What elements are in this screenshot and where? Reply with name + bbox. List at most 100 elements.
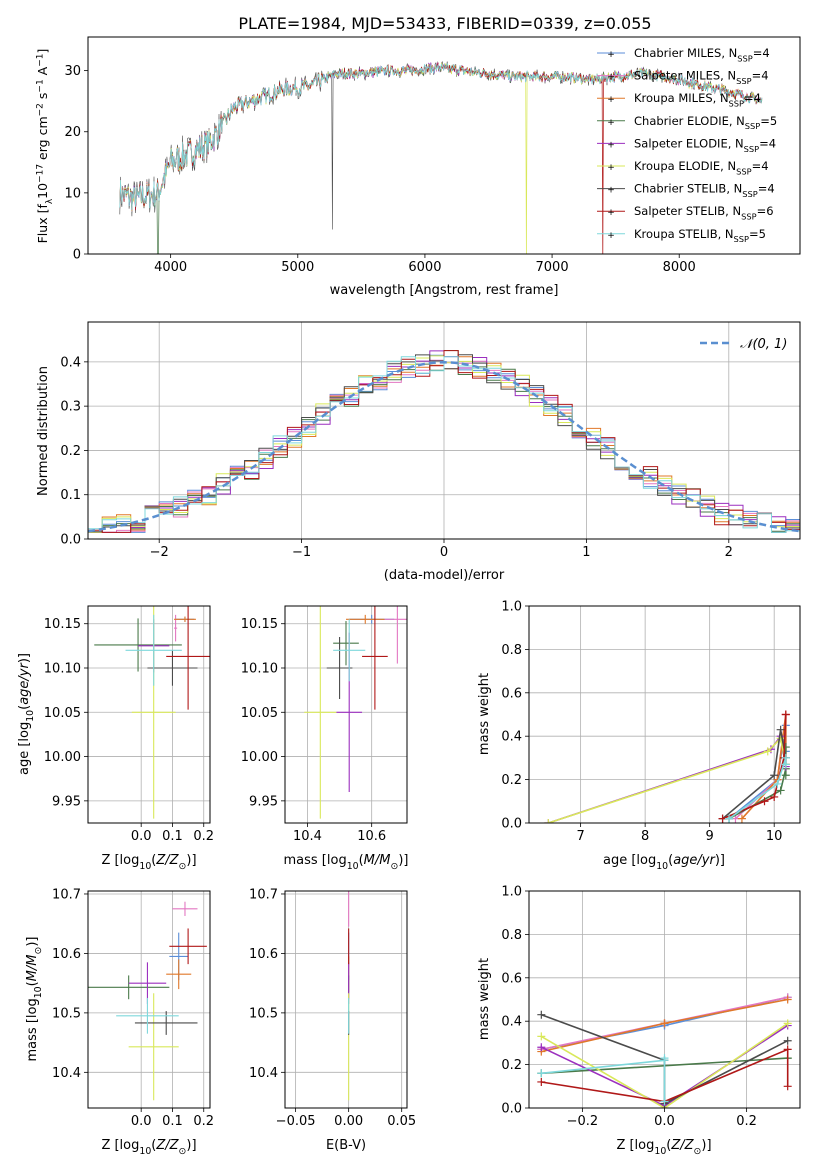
x-axis-label: Z [log10(Z/Z⊙)] xyxy=(101,853,196,872)
label-part: 10 xyxy=(139,861,151,872)
spectrum-legend: + Chabrier MILES, NSSP=4+ Salpeter MILES, … xyxy=(597,46,777,244)
label-part: ] xyxy=(35,49,50,54)
label-part: Salpeter MILES, N xyxy=(634,69,736,83)
axes-frame xyxy=(87,890,211,1109)
x-tick-label: 2 xyxy=(725,545,733,560)
label-part: 10 xyxy=(347,861,359,872)
axes-frame xyxy=(284,890,408,1109)
weight-line-chabrier-stelib xyxy=(722,729,787,820)
label-part: SSP xyxy=(742,189,757,199)
label-part: Z/Z xyxy=(155,1138,179,1153)
plot-area xyxy=(119,60,763,254)
weight-marker xyxy=(760,797,769,806)
x-tick-label: 6000 xyxy=(408,260,441,275)
label-part: Chabrier STELIB, N xyxy=(634,182,742,196)
legend-label: Chabrier STELIB, NSSP=4 xyxy=(634,182,775,199)
weight-line-kroupa-stelib xyxy=(728,757,787,820)
weight-marker xyxy=(537,1032,546,1041)
weight-marker xyxy=(776,725,785,734)
errorbar-point xyxy=(134,1011,198,1035)
label-part: Salpeter STELIB, N xyxy=(634,204,741,218)
legend-marker: + xyxy=(607,140,615,150)
x-tick-label: 5000 xyxy=(281,260,314,275)
y-tick-label: 0.4 xyxy=(501,730,522,745)
x-tick-label: −0.05 xyxy=(276,1114,316,1129)
label-part: =5 xyxy=(760,114,777,128)
label-part: Z/Z xyxy=(670,1138,694,1153)
figure-title: PLATE=1984, MJD=53433, FIBERID=0339, z=0… xyxy=(238,14,651,33)
label-part: =4 xyxy=(744,91,761,105)
y-tick-label: 9.95 xyxy=(249,794,278,809)
histogram-kroupa-stelib xyxy=(88,356,800,539)
x-tick-label: 10.4 xyxy=(293,829,322,844)
y-tick-label: 10.5 xyxy=(249,1006,278,1021)
weight-marker xyxy=(537,1043,546,1052)
y-tick-label: 0.2 xyxy=(501,1058,522,1073)
y-axis-label: mass weight xyxy=(477,673,492,755)
legend-label: 𝒩(0, 1) xyxy=(740,337,787,352)
axes-frame xyxy=(87,36,801,255)
x-tick-label: −1 xyxy=(292,545,311,560)
y-tick-label: 10.05 xyxy=(241,706,278,721)
y-tick-label: 0 xyxy=(73,248,81,263)
x-tick-label: 4000 xyxy=(154,260,187,275)
label-part: ( xyxy=(25,981,40,986)
x-tick-label: 9 xyxy=(706,829,714,844)
legend-label: Kroupa ELODIE, NSSP=4 xyxy=(634,159,769,176)
y-axis-label: mass weight xyxy=(477,958,492,1040)
weight-line-kroupa-elodie xyxy=(540,1022,789,1108)
y-tick-label: 10.4 xyxy=(52,1066,81,1081)
x-tick-label: 0.05 xyxy=(387,1114,416,1129)
label-part: SSP xyxy=(737,53,752,63)
y-tick-label: 0.0 xyxy=(501,817,522,832)
y-tick-label: 0.1 xyxy=(60,488,81,503)
x-axis-label: Z [log10(Z/Z⊙)] xyxy=(616,1138,711,1157)
x-axis-label: (data-model)/error xyxy=(384,568,505,583)
legend-marker: + xyxy=(607,163,615,173)
label-part: SSP xyxy=(734,234,749,244)
x-tick-label: 1 xyxy=(582,545,590,560)
x-tick-label: −0.2 xyxy=(567,1114,599,1129)
label-part: SSP xyxy=(745,121,760,131)
label-part: =6 xyxy=(757,204,774,218)
label-part: ⊙ xyxy=(179,1146,187,1157)
legend-marker: + xyxy=(607,95,615,105)
label-part: SSP xyxy=(736,166,751,176)
label-part: age/yr xyxy=(673,853,716,868)
x-tick-label: 10.6 xyxy=(357,829,386,844)
y-tick-label: 0.8 xyxy=(501,643,522,658)
x-tick-label: −2 xyxy=(150,545,169,560)
weight-line-salpeter-stelib xyxy=(722,714,787,820)
x-tick-label: 7000 xyxy=(536,260,569,275)
weight-marker xyxy=(781,760,790,769)
label-part: =4 xyxy=(752,69,769,83)
y-tick-label: 10.10 xyxy=(44,662,81,677)
weight-marker xyxy=(776,734,785,743)
errorbar-point xyxy=(125,614,182,686)
label-part: 10 xyxy=(35,183,50,199)
y-tick-label: 9.95 xyxy=(52,794,81,809)
errorbar-point xyxy=(172,901,198,916)
chart-mass_vs_EBV: −0.05 0.00 0.05 10.4 10.5 10.6 10.7 E(B-V) xyxy=(249,887,416,1153)
weight-line-salpeter-stelib xyxy=(541,1048,789,1103)
label-part: age/yr xyxy=(17,661,32,704)
errorbar-point xyxy=(333,621,359,666)
label-part: SSP xyxy=(736,76,751,86)
x-tick-label: 8 xyxy=(641,829,649,844)
y-tick-label: 1.0 xyxy=(501,885,522,900)
label-part: λ xyxy=(45,198,55,204)
label-part: 10 xyxy=(656,861,668,872)
legend-label: Salpeter STELIB, NSSP=6 xyxy=(634,204,774,221)
label-part: 10 xyxy=(33,986,44,998)
label-part: ( xyxy=(151,853,156,868)
label-part: ( xyxy=(17,705,32,710)
label-part: ⊙ xyxy=(179,861,187,872)
chart-residuals: −2 −1 0 1 2 0.0 0.1 0.2 0.3 0.4 𝒩(0, 1) (data-model… xyxy=(36,321,801,583)
label-part: 10 xyxy=(654,1146,666,1157)
weight-line-kroupa-elodie xyxy=(548,736,787,823)
label-part: −17 xyxy=(35,164,45,183)
label-part: ⊙ xyxy=(694,1146,702,1157)
legend-marker: + xyxy=(607,73,615,83)
